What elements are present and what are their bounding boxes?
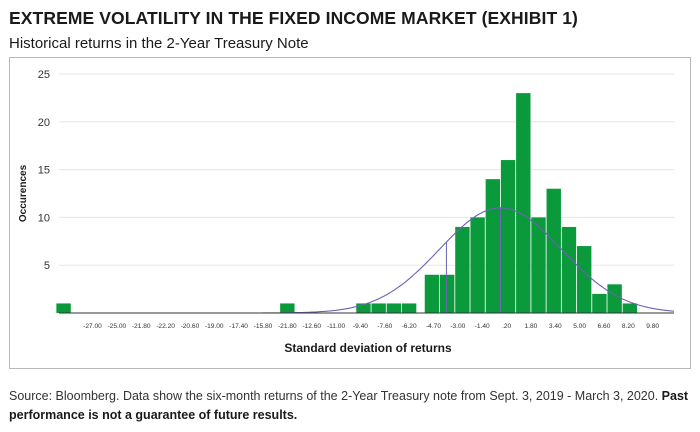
x-tick-label: -9.40 [353,323,368,330]
disclaimer-text: Past performance is not a guarantee of f… [9,389,689,422]
reference-lines [445,207,501,313]
y-axis-label: Occurences [18,164,29,222]
x-tick-label: -20.60 [181,323,200,330]
histogram-bar [470,217,485,313]
histogram-bar [592,293,607,313]
histogram-bar [500,160,516,313]
histogram-bar [622,303,638,313]
histogram-chart: 5 10 15 20 25 -27.00 -25.00 -21.80 -22.20 -20.60… [18,69,675,355]
chart-subtitle: Historical returns in the 2-Year Treasur… [9,35,309,52]
x-tick-label: -25.00 [107,323,126,330]
y-tick-labels: 5 10 15 20 25 [38,69,50,272]
histogram-bar [424,274,440,313]
histogram-bar [561,226,577,313]
x-tick-label: -12.60 [302,323,321,330]
x-tick-label: 6.60 [598,323,611,330]
x-tick-label: -21.80 [132,323,151,330]
histogram-bar [546,188,561,313]
y-tick-label: 15 [38,165,50,177]
chart-title: EXTREME VOLATILITY IN THE FIXED INCOME M… [9,8,578,28]
histogram-bar [56,303,71,313]
y-tick-label: 5 [44,260,50,272]
histogram-bar [401,303,417,313]
histogram-bar [576,246,592,313]
x-tick-label: 9.80 [646,323,659,330]
histogram-bar [386,303,402,313]
gridlines [59,73,674,266]
x-tick-label: .20 [502,323,511,330]
histogram-bar [531,217,546,313]
histogram-bar [455,226,470,313]
x-tick-label: -3.00 [450,323,465,330]
y-tick-label: 20 [38,117,50,129]
histogram-bar [516,93,531,313]
x-tick-label: -27.00 [83,323,102,330]
x-tick-label: -7.60 [377,323,392,330]
histogram-bar [485,179,501,313]
x-tick-label: -21.80 [278,323,297,330]
x-tick-label: -6.20 [402,323,417,330]
x-tick-label: 8.20 [622,323,635,330]
histogram-bar [371,303,386,313]
histogram-bar [356,303,371,313]
x-tick-label: -4.70 [426,323,441,330]
histogram-bar [280,303,295,313]
x-tick-label: -15.80 [254,323,273,330]
x-tick-label: 3.40 [549,323,562,330]
x-tick-label: -22.20 [156,323,175,330]
x-tick-label: -11.00 [327,323,346,330]
x-tick-labels: -27.00 -25.00 -21.80 -22.20 -20.60 -19.00 -17.… [83,323,659,330]
y-tick-label: 10 [38,212,50,224]
x-tick-label: -19.00 [205,323,224,330]
chart-frame: 5 10 15 20 25 -27.00 -25.00 -21.80 -22.20 -20.60… [9,57,691,369]
histogram-bar [607,284,622,313]
source-note: Source: Bloomberg. Data show the six-mon… [9,387,691,425]
x-tick-label: 1.80 [524,323,537,330]
source-text: Source: Bloomberg. Data show the six-mon… [9,389,659,403]
x-tick-label: -1.40 [475,323,490,330]
x-axis-label: Standard deviation of returns [284,341,452,355]
y-tick-label: 25 [38,69,50,81]
x-tick-label: 5.00 [573,323,586,330]
histogram-bar [439,274,455,313]
bars [56,93,638,313]
x-tick-label: -17.40 [229,323,248,330]
